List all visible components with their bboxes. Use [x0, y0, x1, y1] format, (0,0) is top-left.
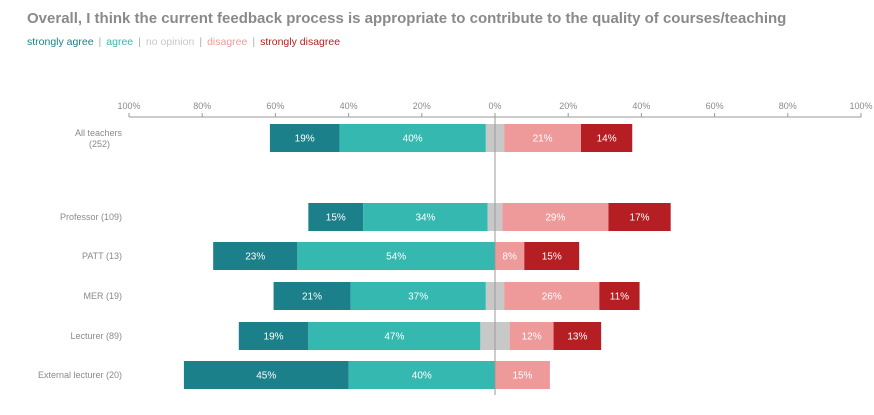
bar-label-strongly-disagree: 13%: [567, 332, 587, 343]
bar-strongly-agree: [183, 361, 349, 389]
x-tick-label: 80%: [193, 101, 211, 111]
bar-label-strongly-agree: 45%: [256, 371, 276, 382]
bar-label-disagree: 8%: [502, 252, 517, 263]
bar-label-strongly-agree: 15%: [326, 213, 346, 224]
bar-strongly-agree: [213, 242, 298, 270]
legend-item-disagree: disagree: [207, 36, 248, 48]
bar-label-agree: 54%: [386, 252, 406, 263]
legend: strongly agree | agree | no opinion | disagree…: [27, 36, 340, 48]
bar-label-agree: 40%: [412, 371, 432, 382]
bar-disagree: [509, 322, 554, 350]
x-tick-label: 40%: [632, 101, 650, 111]
legend-separator: |: [98, 36, 102, 48]
bar-label-strongly-agree: 19%: [264, 332, 284, 343]
x-tick-label: 60%: [706, 101, 724, 111]
legend-separator: |: [199, 36, 203, 48]
bar-disagree: [504, 282, 600, 310]
bar-label-strongly-agree: 21%: [302, 292, 322, 303]
bar-disagree: [495, 242, 525, 270]
bar-agree: [308, 322, 481, 350]
bar-disagree: [504, 124, 582, 152]
bar-strongly-agree: [269, 124, 340, 152]
bar-strongly-disagree: [599, 282, 640, 310]
bar-agree: [363, 203, 488, 231]
bar-agree: [348, 361, 495, 389]
row-label: Professor (109): [60, 212, 122, 222]
bar-disagree: [502, 203, 609, 231]
bar-agree: [297, 242, 495, 270]
bar-strongly-disagree: [553, 322, 602, 350]
x-tick-label: 80%: [779, 101, 797, 111]
bar-strongly-disagree: [608, 203, 671, 231]
bar-label-disagree: 29%: [545, 213, 565, 224]
bar-label-strongly-agree: 19%: [295, 134, 315, 145]
row-label: All teachers: [75, 128, 123, 138]
x-tick-label: 60%: [266, 101, 284, 111]
legend-separator: |: [252, 36, 256, 48]
bar-strongly-disagree: [524, 242, 580, 270]
bar-label-agree: 47%: [384, 332, 404, 343]
bar-label-agree: 40%: [403, 134, 423, 145]
bar-agree: [339, 124, 486, 152]
bar-label-agree: 37%: [408, 292, 428, 303]
x-tick-label: 20%: [559, 101, 577, 111]
bar-strongly-agree: [308, 203, 364, 231]
bar-label-agree: 34%: [415, 213, 435, 224]
row-label: MER (19): [83, 291, 122, 301]
bar-strongly-agree: [273, 282, 351, 310]
chart-title: Overall, I think the current feedback pr…: [27, 10, 787, 27]
legend-item-strongly-disagree: strongly disagree: [260, 36, 341, 48]
bar-label-disagree: 21%: [533, 134, 553, 145]
bar-label-strongly-disagree: 15%: [542, 252, 562, 263]
x-tick-label: 0%: [488, 101, 501, 111]
row-label: PATT (13): [82, 251, 122, 261]
bar-agree: [350, 282, 486, 310]
x-tick-label: 40%: [340, 101, 358, 111]
bar-label-disagree: 12%: [522, 332, 542, 343]
row-label: (252): [89, 139, 110, 149]
bar-label-disagree: 15%: [512, 371, 532, 382]
bar-label-strongly-disagree: 14%: [597, 134, 617, 145]
row-label: External lecturer (20): [38, 370, 122, 380]
legend-separator: |: [138, 36, 141, 48]
legend-item-strongly-agree: strongly agree: [27, 36, 94, 48]
bar-strongly-agree: [238, 322, 309, 350]
bar-strongly-disagree: [581, 124, 633, 152]
x-tick-label: 100%: [849, 101, 872, 111]
x-tick-label: 20%: [413, 101, 431, 111]
bar-label-strongly-disagree: 11%: [610, 292, 629, 303]
legend-item-no-opinion: no opinion: [145, 36, 195, 48]
bar-label-strongly-disagree: 17%: [630, 213, 650, 224]
bar-label-strongly-agree: 23%: [245, 252, 265, 263]
x-tick-label: 100%: [117, 101, 140, 111]
bar-disagree: [495, 361, 550, 389]
bar-label-disagree: 26%: [542, 292, 562, 303]
legend-item-agree: agree: [106, 36, 134, 48]
row-label: Lecturer (89): [70, 331, 122, 341]
